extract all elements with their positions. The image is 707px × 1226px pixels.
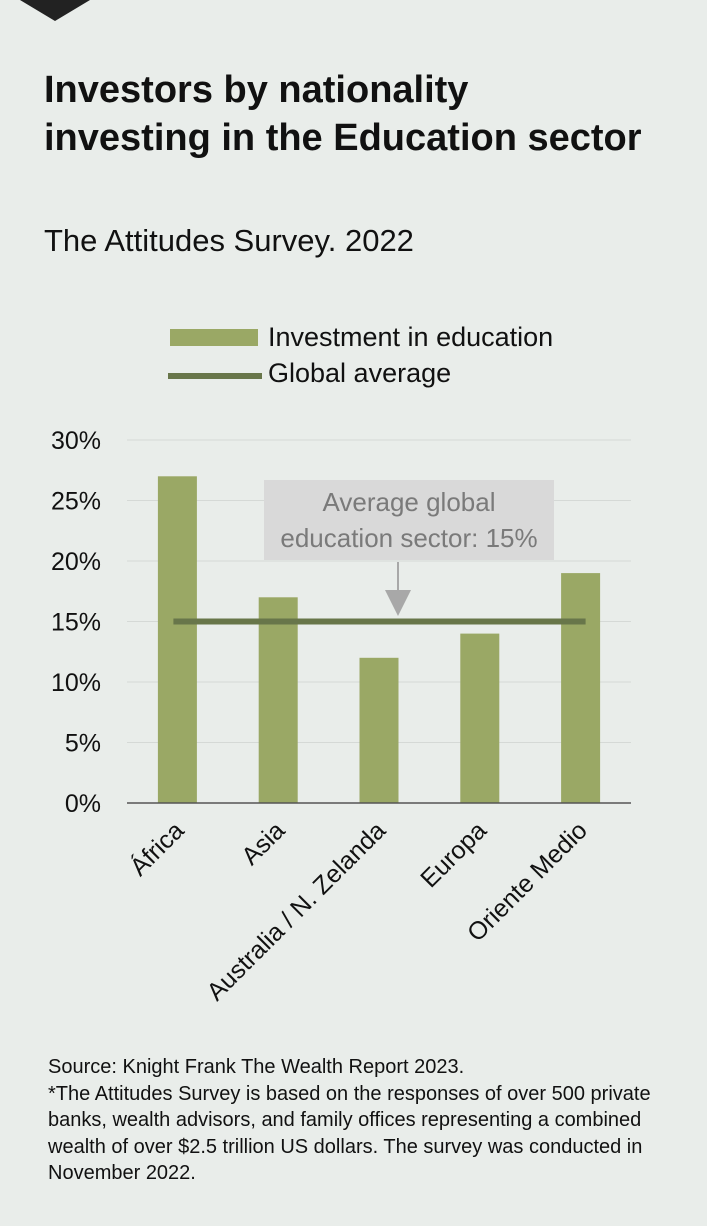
y-tick-label: 25% [51, 488, 101, 516]
legend: Investment in education Global average [168, 322, 553, 388]
chart-subtitle: The Attitudes Survey. 2022 [44, 223, 414, 258]
y-tick-label: 15% [51, 609, 101, 637]
chart-title: Investors by nationality investing in th… [44, 69, 642, 159]
corner-triangle-icon [20, 0, 90, 21]
legend-bar-label: Investment in education [268, 322, 553, 352]
annotation: Average global education sector: 15% [264, 480, 554, 616]
bar [460, 633, 500, 803]
bar [561, 573, 601, 803]
x-tick-label: Asia [236, 816, 290, 870]
legend-line-label: Global average [268, 358, 451, 388]
y-tick-label: 20% [51, 548, 101, 576]
bar-chart: Investment in education Global average 0… [51, 322, 631, 1007]
annotation-arrow-head [385, 590, 411, 616]
survey-note: *The Attitudes Survey is based on the re… [48, 1082, 651, 1185]
y-tick-label: 0% [65, 790, 101, 818]
bars [157, 476, 601, 803]
bar [258, 597, 298, 803]
annotation-box [264, 480, 554, 560]
legend-bar-swatch [170, 329, 258, 346]
y-tick-label: 5% [65, 730, 101, 758]
footer: Source: Knight Frank The Wealth Report 2… [48, 1054, 668, 1187]
source-note: Source: Knight Frank The Wealth Report 2… [48, 1056, 465, 1078]
bar [359, 657, 399, 803]
x-tick-label: Australia / N. Zelanda [201, 816, 391, 1006]
x-tick-label: Europa [415, 816, 492, 893]
y-tick-label: 10% [51, 669, 101, 697]
annotation-line-1: Average global [323, 487, 496, 517]
y-tick-label: 30% [51, 427, 101, 455]
annotation-line-2: education sector: 15% [280, 523, 537, 553]
x-tick-label: África [124, 816, 190, 882]
bar [157, 476, 197, 803]
y-axis-ticks: 0% 5% 10% 15% 20% 25% 30% [51, 427, 101, 818]
